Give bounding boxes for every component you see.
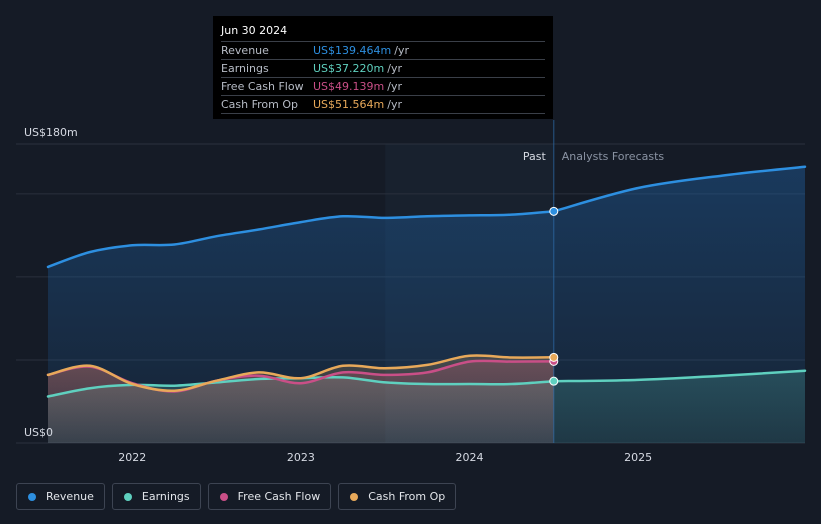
tooltip-row-label: Free Cash Flow bbox=[221, 80, 304, 93]
tooltip-row-unit: /yr bbox=[394, 44, 409, 57]
tooltip-row-label: Cash From Op bbox=[221, 98, 299, 111]
tooltip-row: Revenue US$139.464m/yr bbox=[221, 42, 545, 60]
legend: Revenue Earnings Free Cash Flow Cash From O… bbox=[16, 483, 457, 510]
tooltip-row-value: US$49.139m bbox=[313, 80, 385, 93]
legend-dot-icon bbox=[123, 492, 132, 501]
tooltip-row-label: Revenue bbox=[221, 44, 269, 57]
revenue-marker bbox=[549, 206, 559, 216]
x-tick-2023: 2023 bbox=[287, 451, 315, 464]
tooltip-row-value: US$51.564m bbox=[313, 98, 385, 111]
revenue-line-past bbox=[46, 210, 556, 269]
revenue-area bbox=[48, 166, 805, 444]
tooltip-row-unit: /yr bbox=[387, 98, 402, 111]
legend-label: Earnings bbox=[141, 490, 190, 503]
earnings-line-forecast bbox=[552, 369, 807, 383]
cash-from-op-area bbox=[48, 355, 554, 443]
legend-dot-icon bbox=[350, 492, 359, 501]
x-tick-2022: 2022 bbox=[118, 451, 146, 464]
cash-from-op-marker bbox=[549, 352, 559, 362]
tooltip-row-value: US$139.464m bbox=[313, 44, 392, 57]
tooltip-date: Jun 30 2024 bbox=[221, 21, 545, 42]
tooltip-row-value: US$37.220m bbox=[313, 62, 385, 75]
legend-item-cash-from-op[interactable]: Cash From Op bbox=[338, 483, 457, 510]
past-label: Past bbox=[523, 150, 547, 163]
y-axis-top-label: US$180m bbox=[24, 126, 78, 139]
legend-label: Cash From Op bbox=[368, 490, 446, 503]
revenue-line-forecast bbox=[552, 165, 807, 213]
tooltip: Jun 30 2024 Revenue US$139.464m/yr Earning… bbox=[213, 16, 553, 119]
x-tick-2024: 2024 bbox=[455, 451, 483, 464]
legend-item-free-cash-flow[interactable]: Free Cash Flow bbox=[207, 483, 332, 510]
earnings-marker bbox=[549, 376, 559, 386]
legend-label: Free Cash Flow bbox=[237, 490, 321, 503]
tooltip-row: Free Cash Flow US$49.139m/yr bbox=[221, 78, 545, 96]
y-axis-bottom-label: US$0 bbox=[24, 426, 53, 439]
forecast-label: Analysts Forecasts bbox=[562, 150, 665, 163]
legend-dot-icon bbox=[219, 492, 228, 501]
cash-from-op-line-past bbox=[46, 354, 556, 392]
x-tick-2025: 2025 bbox=[624, 451, 652, 464]
legend-dot-icon bbox=[28, 492, 36, 501]
tooltip-row-label: Earnings bbox=[221, 62, 269, 75]
legend-item-revenue[interactable]: Revenue bbox=[16, 483, 105, 510]
tooltip-row: Earnings US$37.220m/yr bbox=[221, 60, 545, 78]
tooltip-row: Cash From Op US$51.564m/yr bbox=[221, 96, 545, 114]
legend-label: Revenue bbox=[46, 490, 94, 503]
tooltip-row-unit: /yr bbox=[387, 62, 402, 75]
legend-item-earnings[interactable]: Earnings bbox=[111, 483, 201, 510]
tooltip-row-unit: /yr bbox=[387, 80, 402, 93]
